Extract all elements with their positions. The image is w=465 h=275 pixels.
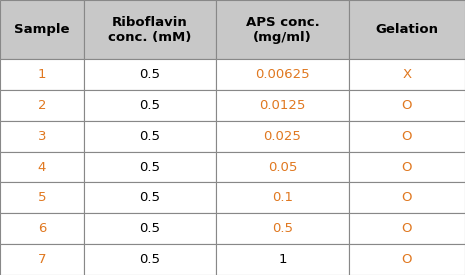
- Text: X: X: [402, 68, 412, 81]
- Text: O: O: [402, 99, 412, 112]
- Text: 0.05: 0.05: [268, 161, 297, 174]
- Bar: [84, 59, 216, 90]
- Text: 0.5: 0.5: [140, 253, 160, 266]
- Bar: [216, 90, 349, 121]
- Bar: [0, 59, 84, 90]
- Text: 5: 5: [38, 191, 46, 204]
- Bar: [349, 121, 465, 152]
- Text: 0.00625: 0.00625: [255, 68, 310, 81]
- Bar: [0, 0, 84, 59]
- Text: 6: 6: [38, 222, 46, 235]
- Bar: [216, 0, 349, 59]
- Bar: [216, 121, 349, 152]
- Text: 0.5: 0.5: [140, 161, 160, 174]
- Text: 0.5: 0.5: [272, 222, 293, 235]
- Bar: [349, 90, 465, 121]
- Text: 0.5: 0.5: [140, 130, 160, 143]
- Bar: [84, 152, 216, 183]
- Text: 0.025: 0.025: [264, 130, 301, 143]
- Text: Sample: Sample: [14, 23, 70, 36]
- Text: APS conc.
(mg/ml): APS conc. (mg/ml): [246, 16, 319, 43]
- Text: 0.5: 0.5: [140, 99, 160, 112]
- Text: 2: 2: [38, 99, 46, 112]
- Text: 0.0125: 0.0125: [259, 99, 306, 112]
- Text: 0.5: 0.5: [140, 191, 160, 204]
- Bar: [0, 152, 84, 183]
- Text: O: O: [402, 222, 412, 235]
- Bar: [349, 152, 465, 183]
- Text: O: O: [402, 161, 412, 174]
- Bar: [84, 213, 216, 244]
- Bar: [0, 121, 84, 152]
- Bar: [84, 90, 216, 121]
- Text: O: O: [402, 130, 412, 143]
- Bar: [349, 183, 465, 213]
- Text: 1: 1: [38, 68, 46, 81]
- Text: 0.5: 0.5: [140, 68, 160, 81]
- Bar: [216, 183, 349, 213]
- Text: 0.1: 0.1: [272, 191, 293, 204]
- Text: 4: 4: [38, 161, 46, 174]
- Text: 0.5: 0.5: [140, 222, 160, 235]
- Bar: [216, 244, 349, 275]
- Text: 1: 1: [278, 253, 287, 266]
- Bar: [349, 213, 465, 244]
- Text: O: O: [402, 253, 412, 266]
- Bar: [349, 0, 465, 59]
- Text: 7: 7: [38, 253, 46, 266]
- Bar: [0, 213, 84, 244]
- Bar: [0, 244, 84, 275]
- Bar: [84, 121, 216, 152]
- Text: Riboflavin
conc. (mM): Riboflavin conc. (mM): [108, 16, 192, 43]
- Bar: [216, 152, 349, 183]
- Bar: [216, 213, 349, 244]
- Bar: [216, 59, 349, 90]
- Bar: [0, 90, 84, 121]
- Bar: [84, 0, 216, 59]
- Bar: [0, 183, 84, 213]
- Bar: [84, 244, 216, 275]
- Text: Gelation: Gelation: [375, 23, 438, 36]
- Bar: [349, 244, 465, 275]
- Text: O: O: [402, 191, 412, 204]
- Bar: [349, 59, 465, 90]
- Text: 3: 3: [38, 130, 46, 143]
- Bar: [84, 183, 216, 213]
